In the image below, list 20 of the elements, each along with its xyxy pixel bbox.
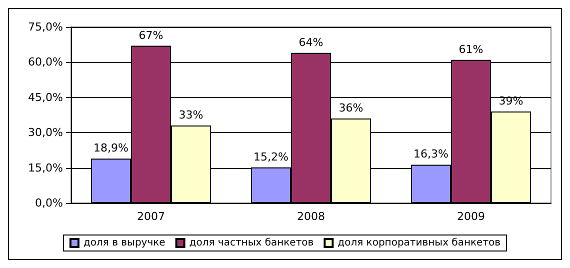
data-label: 16,3% (414, 148, 448, 161)
data-label: 36% (338, 102, 364, 115)
x-tick-label: 2009 (457, 210, 485, 223)
x-tick-label: 2008 (297, 210, 325, 223)
legend-label: доля в выручке (83, 238, 166, 248)
data-label: 33% (178, 108, 204, 122)
x-tick-label: 2007 (137, 210, 165, 223)
legend-label: доля частных банкетов (189, 238, 314, 248)
y-tick-label: 45,0% (28, 90, 63, 104)
y-tick-label: 75,0% (28, 20, 63, 34)
data-label: 67% (138, 28, 164, 42)
y-tick-label: 30,0% (28, 126, 63, 140)
data-label: 15,2% (254, 150, 288, 164)
legend-label: доля корпоративных банкетов (338, 238, 501, 248)
y-tick-label: 15,0% (28, 161, 63, 174)
data-label: 61% (458, 42, 484, 56)
data-label: 64% (298, 36, 324, 49)
data-label: 18,9% (94, 142, 128, 155)
y-tick-label: 0,0% (35, 196, 63, 210)
y-tick-label: 60,0% (28, 56, 63, 69)
